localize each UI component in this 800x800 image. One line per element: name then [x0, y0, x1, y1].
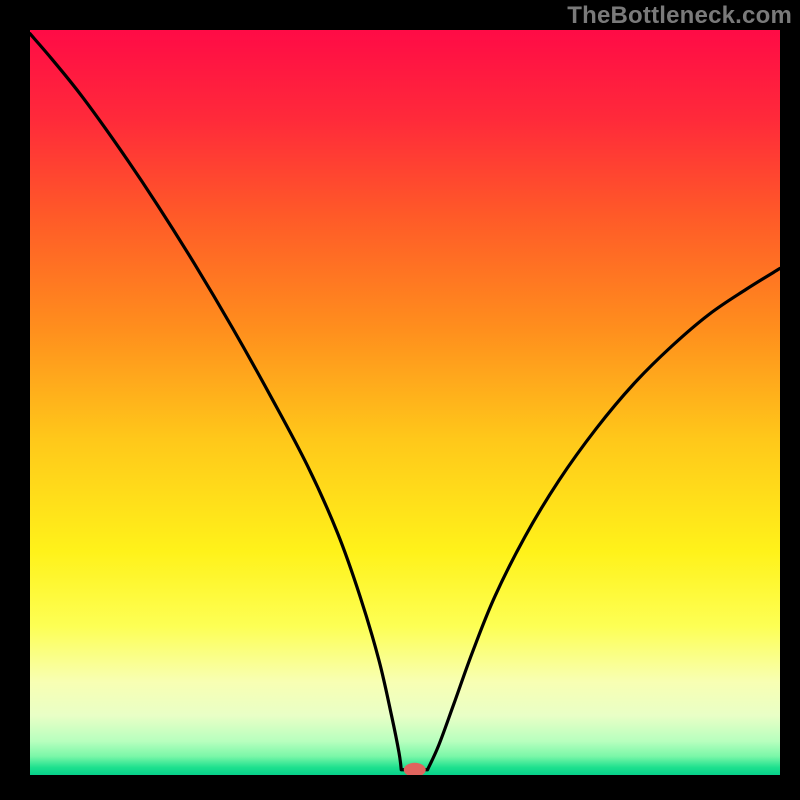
plot-background [30, 30, 780, 775]
chart-frame: TheBottleneck.com [0, 0, 800, 800]
attribution-text: TheBottleneck.com [567, 2, 792, 30]
bottleneck-plot [30, 30, 780, 775]
